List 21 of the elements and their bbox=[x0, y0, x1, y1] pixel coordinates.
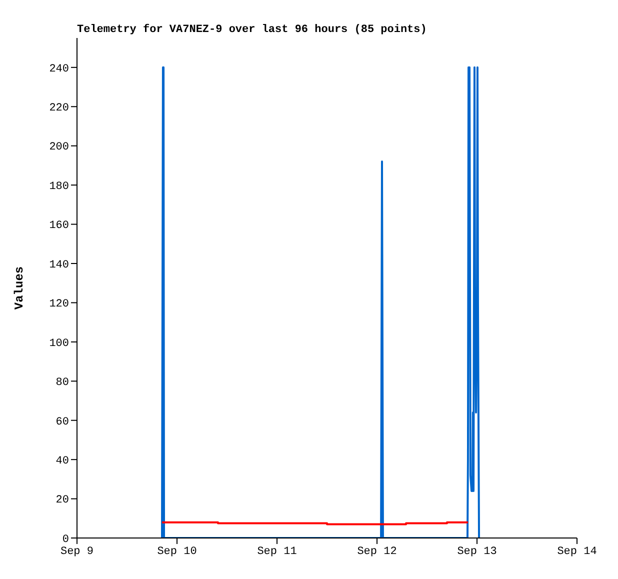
y-tick-label: 140 bbox=[49, 259, 69, 272]
x-tick-label: Sep 12 bbox=[357, 546, 397, 558]
y-axis-title: Values bbox=[12, 266, 26, 310]
y-tick-label: 120 bbox=[49, 298, 69, 311]
y-tick-label: 220 bbox=[49, 102, 69, 115]
y-tick-label: 240 bbox=[49, 63, 69, 76]
y-tick-label: 40 bbox=[56, 455, 69, 468]
y-tick-label: 20 bbox=[56, 494, 69, 507]
y-tick-label: 100 bbox=[49, 338, 69, 350]
y-tick-label: 160 bbox=[49, 220, 69, 232]
x-tick-label: Sep 13 bbox=[457, 546, 497, 558]
x-tick-label: Sep 10 bbox=[157, 546, 197, 558]
y-tick-label: 200 bbox=[49, 142, 69, 154]
y-tick-label: 180 bbox=[49, 180, 69, 193]
chart-title: Telemetry for VA7NEZ-9 over last 96 hours (85 points) bbox=[77, 24, 427, 36]
x-tick-label: Sep 14 bbox=[557, 546, 598, 558]
x-tick-label: Sep 11 bbox=[257, 546, 298, 558]
y-tick-label: 60 bbox=[56, 416, 69, 428]
y-tick-label: 80 bbox=[56, 377, 69, 390]
x-tick-label: Sep 9 bbox=[60, 546, 94, 558]
y-tick-label: 0 bbox=[62, 534, 69, 546]
